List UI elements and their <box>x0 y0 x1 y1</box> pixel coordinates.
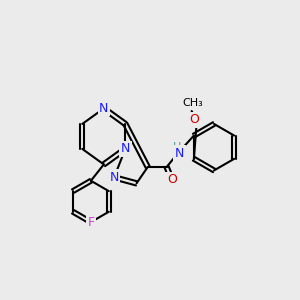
Text: N: N <box>175 147 184 160</box>
Text: N: N <box>99 102 109 115</box>
Text: O: O <box>167 173 177 186</box>
Text: H: H <box>173 142 181 152</box>
Text: N: N <box>121 142 130 155</box>
Text: O: O <box>189 113 199 126</box>
Text: F: F <box>87 216 94 229</box>
Text: N: N <box>110 171 119 184</box>
Text: CH₃: CH₃ <box>182 98 203 108</box>
